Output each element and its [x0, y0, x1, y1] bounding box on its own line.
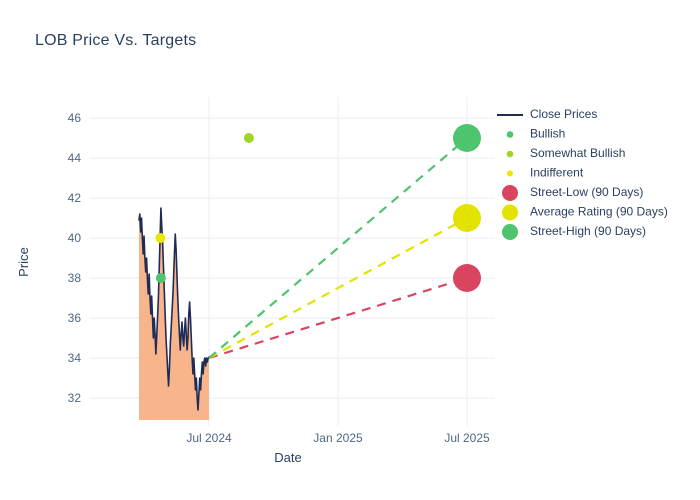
legend-item[interactable]: Average Rating (90 Days) — [502, 204, 668, 221]
x-gridlines — [208, 97, 468, 426]
y-tick-label: 44 — [68, 151, 82, 165]
legend-item-label: Somewhat Bullish — [530, 146, 625, 160]
projection-lines — [208, 137, 468, 360]
legend-item[interactable]: Street-Low (90 Days) — [502, 185, 643, 201]
x-tick-label: Jan 2025 — [313, 431, 363, 445]
chart-title: LOB Price Vs. Targets — [35, 32, 197, 49]
price-line — [138, 207, 210, 411]
x-axis-tick-labels: Jul 2024 Jan 2025 Jul 2025 — [186, 431, 490, 445]
legend-item-label: Average Rating (90 Days) — [530, 205, 668, 219]
legend-dot-swatch — [502, 204, 518, 221]
rating-markers[interactable] — [155, 133, 254, 283]
legend-item[interactable]: Bullish — [506, 127, 566, 141]
legend-item[interactable]: Street-High (90 Days) — [502, 224, 646, 240]
legend-dot-swatch — [502, 185, 518, 201]
legend-item-label: Street-Low (90 Days) — [530, 185, 643, 199]
y-gridlines — [90, 117, 495, 399]
y-tick-label: 38 — [68, 271, 82, 285]
legend-item[interactable]: Somewhat Bullish — [506, 146, 626, 160]
legend-item[interactable]: Close Prices — [497, 107, 597, 121]
y-tick-label: 36 — [68, 311, 82, 325]
y-tick-label: 40 — [68, 231, 82, 245]
y-tick-label: 34 — [68, 351, 82, 365]
target-markers[interactable] — [453, 124, 481, 292]
legend-item-label: Close Prices — [530, 107, 597, 121]
chart-legend[interactable]: Close Prices Bullish Somewhat Bullish Indif… — [497, 107, 668, 240]
y-tick-label: 42 — [68, 191, 82, 205]
x-tick-label: Jul 2025 — [444, 431, 490, 445]
legend-dot-swatch — [506, 150, 514, 158]
x-tick-label: Jul 2024 — [186, 431, 232, 445]
legend-item[interactable]: Indifferent — [507, 166, 584, 180]
y-tick-label: 32 — [68, 391, 82, 405]
legend-item-label: Bullish — [530, 127, 565, 141]
price-area-fill — [139, 208, 209, 420]
y-tick-label: 46 — [68, 111, 82, 125]
y-axis-title: Price — [16, 247, 31, 277]
legend-dot-swatch — [502, 224, 518, 240]
y-axis-tick-labels: 32 34 36 38 40 42 44 46 — [68, 111, 82, 405]
legend-dot-swatch — [506, 131, 514, 138]
legend-item-label: Street-High (90 Days) — [530, 224, 646, 238]
legend-dot-swatch — [507, 170, 513, 177]
x-axis-title: Date — [274, 450, 301, 465]
legend-item-label: Indifferent — [530, 166, 584, 180]
